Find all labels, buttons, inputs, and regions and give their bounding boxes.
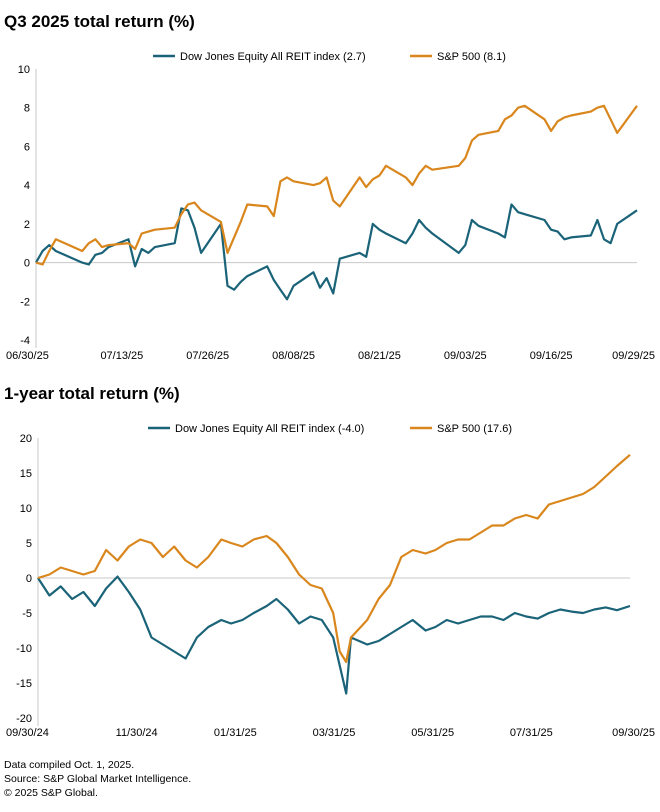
x-tick-label: 09/30/25 [612, 727, 655, 739]
x-tick-label: 07/26/25 [186, 350, 229, 362]
chart-title-q3: Q3 2025 total return (%) [4, 12, 195, 31]
x-tick-label: 09/16/25 [530, 350, 573, 362]
y-tick-label: 10 [18, 64, 30, 76]
x-tick-label: 01/31/25 [214, 727, 257, 739]
x-tick-label: 08/21/25 [358, 350, 401, 362]
footer-copyright: © 2025 S&P Global. [4, 787, 98, 799]
x-tick-label: 03/31/25 [313, 727, 356, 739]
y-tick-label: 5 [26, 538, 32, 550]
y-tick-label: -15 [16, 678, 32, 690]
footer-source: Source: S&P Global Market Intelligence. [4, 773, 192, 785]
x-tick-label: 06/30/25 [6, 350, 49, 362]
x-tick-label: 09/30/24 [6, 727, 49, 739]
legend-label-sp500: S&P 500 (17.6) [437, 423, 512, 435]
y-tick-label: 4 [24, 180, 30, 192]
chart-q3-total-return: -4 -2 0 2 4 6 8 10 06/30/25 07/13/25 07/26/25 08/08… [6, 51, 655, 362]
x-tick-label: 09/03/25 [444, 350, 487, 362]
x-tick-label: 08/08/25 [272, 350, 315, 362]
y-tick-label: 6 [24, 141, 30, 153]
x-tick-label: 11/30/24 [116, 727, 158, 739]
y-tick-label: -10 [16, 643, 32, 655]
series-line-sp500 [35, 104, 638, 266]
legend-label-reit: Dow Jones Equity All REIT index (2.7) [180, 51, 366, 63]
chart-title-1yr: 1-year total return (%) [4, 384, 180, 403]
y-tick-label: 0 [24, 258, 30, 270]
x-tick-label: 05/31/25 [411, 727, 454, 739]
y-tick-label: 20 [20, 433, 32, 445]
y-tick-label: -20 [16, 713, 32, 725]
y-tick-label: 15 [20, 468, 32, 480]
legend-label-reit: Dow Jones Equity All REIT index (-4.0) [175, 423, 364, 435]
y-tick-label: 2 [24, 219, 30, 231]
y-tick-label: -4 [20, 335, 30, 347]
chart-1yr-total-return: -20 -15 -10 -5 0 5 10 15 20 09/30/24 11/30/24 01/31… [6, 423, 655, 739]
x-tick-label: 07/31/25 [510, 727, 553, 739]
series-line-sp500 [37, 453, 631, 664]
y-tick-label: 8 [24, 103, 30, 115]
series-line-reit [35, 203, 638, 301]
y-tick-label: -5 [22, 608, 32, 620]
chart-footer: Data compiled Oct. 1, 2025. Source: S&P … [4, 758, 191, 800]
y-tick-label: 10 [20, 503, 32, 515]
y-tick-label: 0 [26, 573, 32, 585]
y-tick-label: -2 [20, 296, 30, 308]
legend-label-sp500: S&P 500 (8.1) [437, 51, 506, 63]
x-tick-label: 07/13/25 [100, 350, 143, 362]
footer-compiled-note: Data compiled Oct. 1, 2025. [4, 759, 135, 771]
x-tick-label: 09/29/25 [612, 350, 655, 362]
series-line-reit [37, 575, 631, 695]
